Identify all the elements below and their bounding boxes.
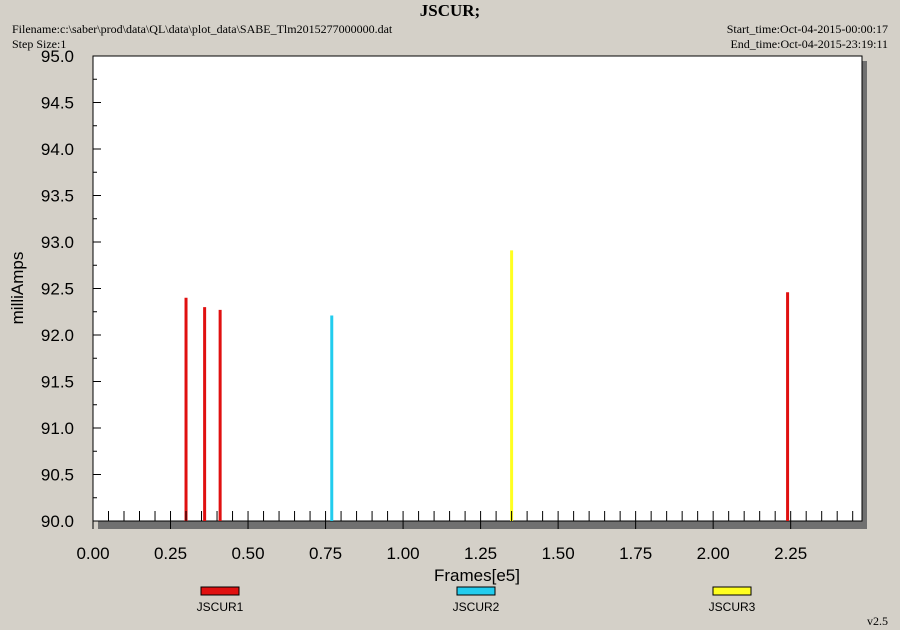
- x-tick-label: 2.25: [774, 544, 807, 563]
- y-tick-label: 91.0: [41, 419, 74, 438]
- y-tick-label: 92.0: [41, 326, 74, 345]
- step-size-label: Step Size:1: [12, 37, 67, 51]
- chart-title: JSCUR;: [419, 1, 481, 20]
- x-tick-label: 0.75: [309, 544, 342, 563]
- x-tick-label: 1.25: [464, 544, 497, 563]
- legend-swatch-jscur1: [200, 586, 240, 596]
- y-tick-label: 95.0: [41, 47, 74, 66]
- y-tick-label: 94.5: [41, 94, 74, 113]
- y-tick-label: 94.0: [41, 140, 74, 159]
- plot-area: [92, 55, 863, 522]
- y-tick-label: 91.5: [41, 373, 74, 392]
- y-tick-label: 92.5: [41, 280, 74, 299]
- y-tick-label: 93.0: [41, 233, 74, 252]
- legend-swatch-jscur2: [456, 586, 496, 596]
- y-axis-title: milliAmps: [8, 252, 27, 325]
- x-tick-label: 2.00: [697, 544, 730, 563]
- start-time-label: Start_time:Oct-04-2015-00:00:17: [726, 22, 888, 36]
- x-tick-label: 0.25: [154, 544, 187, 563]
- legend-label-jscur1: JSCUR1: [197, 600, 244, 614]
- version-label: v2.5: [867, 614, 888, 628]
- x-tick-label: 0.00: [76, 544, 109, 563]
- x-tick-label: 0.50: [231, 544, 264, 563]
- y-tick-label: 90.5: [41, 466, 74, 485]
- filename-label: Filename:c:\saber\prod\data\QL\data\plot…: [12, 22, 393, 36]
- legend-swatch-jscur3: [712, 586, 752, 596]
- end-time-label: End_time:Oct-04-2015-23:19:11: [730, 37, 888, 51]
- y-tick-label: 90.0: [41, 512, 74, 531]
- x-axis-title: Frames[e5]: [434, 566, 520, 585]
- x-tick-label: 1.75: [619, 544, 652, 563]
- legend-label-jscur3: JSCUR3: [709, 600, 756, 614]
- legend-label-jscur2: JSCUR2: [453, 600, 500, 614]
- x-tick-label: 1.50: [542, 544, 575, 563]
- x-tick-label: 1.00: [387, 544, 420, 563]
- y-tick-label: 93.5: [41, 187, 74, 206]
